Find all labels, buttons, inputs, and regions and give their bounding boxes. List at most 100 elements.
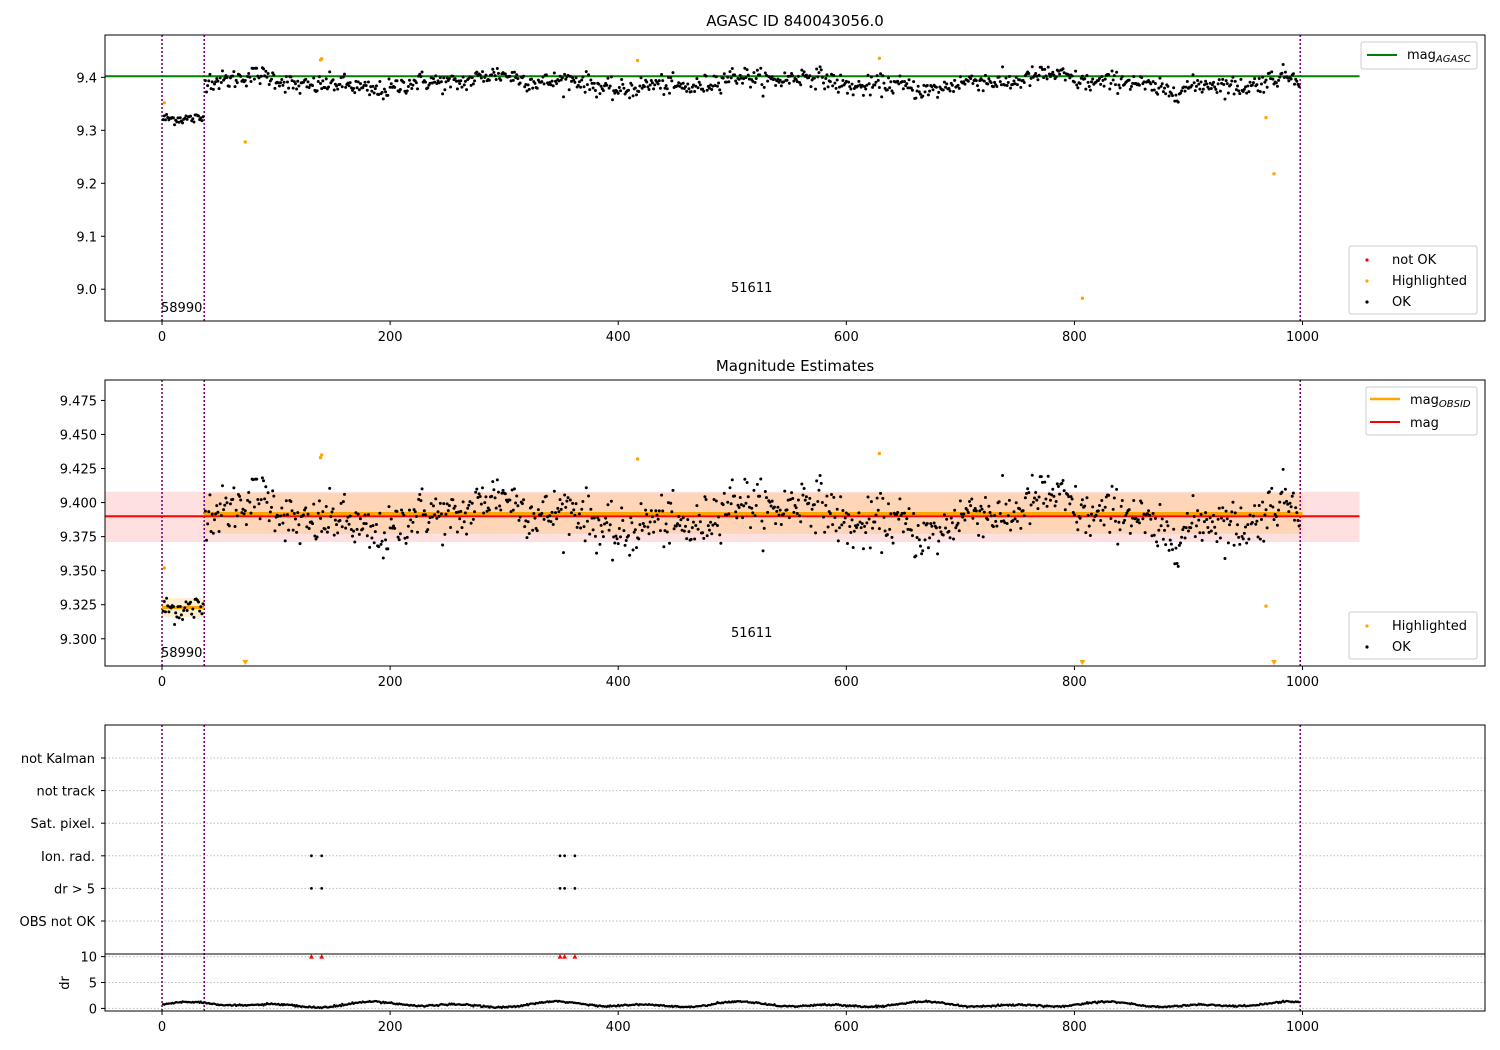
ok-point-793 (1067, 73, 1071, 77)
ok-point-617 (866, 73, 870, 77)
ok-point-2-528 (764, 496, 768, 500)
ok-point-961 (1258, 90, 1262, 94)
ok-point-2-331 (540, 511, 544, 515)
ok-point-2-248 (445, 502, 449, 506)
ok-point-2-812 (1088, 533, 1092, 537)
ok-point-2-892 (1180, 535, 1184, 539)
ok-point-720 (983, 73, 987, 77)
ok-point-439 (663, 86, 667, 90)
ok-point-2-407 (626, 534, 630, 538)
ok-point-2-599 (845, 542, 849, 546)
ok-point-686 (945, 82, 949, 86)
ok-point-170 (356, 80, 360, 84)
ok-point-733 (998, 80, 1002, 84)
ok-point-331 (540, 80, 544, 84)
ok-point-2-958 (1255, 519, 1259, 523)
ok-point-231 (426, 86, 430, 90)
ok-point-457 (684, 85, 688, 89)
ok-point-2-130 (311, 522, 315, 526)
highlighted-point-4 (877, 56, 882, 61)
ok-point-588 (833, 81, 837, 85)
ok-point-2-639 (891, 541, 895, 545)
ok-point-417 (638, 84, 642, 88)
ok-point-2-64 (235, 514, 239, 518)
ok-point-360 (573, 80, 577, 84)
ok-point-2-241 (437, 514, 441, 518)
ok-point-496 (728, 70, 732, 74)
ok-point-824 (1102, 84, 1106, 88)
ok-point-33 (199, 116, 203, 120)
ok-point-933 (1226, 91, 1230, 95)
ok-point-2-325 (533, 516, 537, 520)
ok-point-582 (826, 85, 830, 89)
ok-point-2-479 (709, 520, 713, 524)
ok-point-775 (1046, 65, 1050, 69)
ok-point-809 (1085, 73, 1089, 77)
ok-point-2-167 (353, 540, 357, 544)
ok-point-17 (181, 121, 185, 125)
ok-point-355 (567, 88, 571, 92)
ok-point-991 (1293, 82, 1297, 86)
ok-point-2-959 (1256, 535, 1260, 539)
ok-point-684 (942, 80, 946, 84)
ok-point-2-713 (975, 522, 979, 526)
ok-point-2-874 (1159, 524, 1163, 528)
ok-point-2-141 (323, 527, 327, 531)
ok-point-2-718 (981, 535, 985, 539)
ok-point-265 (465, 88, 469, 92)
ok-point-320 (527, 87, 531, 91)
ok-point-513 (747, 77, 751, 81)
ok-point-698 (958, 75, 962, 79)
dr-clipped-marker-3 (562, 954, 568, 959)
ok-point-2-58 (228, 502, 232, 506)
ok-point-50 (219, 80, 223, 84)
ok-point-541 (779, 84, 783, 88)
ok-point-2-950 (1246, 523, 1250, 527)
ok-point-587 (832, 73, 836, 77)
ok-point-789 (1062, 71, 1066, 75)
ok-point-341 (551, 84, 555, 88)
flag-point-0-2 (558, 854, 562, 858)
ok-point-2-897 (1185, 511, 1189, 515)
ok-point-342 (552, 71, 556, 75)
ok-point-148 (331, 78, 335, 82)
ok-point-2-796 (1070, 497, 1074, 501)
ok-point-2-552 (792, 510, 796, 514)
ok-point-950 (1246, 84, 1250, 88)
ok-point-665 (921, 94, 925, 98)
ok-point-338 (548, 81, 552, 85)
ok-point-60 (231, 74, 235, 78)
ok-point-484 (714, 75, 718, 79)
ok-point-2-182 (370, 536, 374, 540)
ok-point-2-276 (477, 492, 481, 496)
ok-point-653 (907, 78, 911, 82)
ok-point-2-196 (386, 547, 390, 551)
ok-point-2-264 (463, 511, 467, 515)
ok-point-528 (764, 73, 768, 77)
ok-point-2-598 (844, 511, 848, 515)
ok-point-626 (876, 78, 880, 82)
ok-point-2-160 (345, 519, 349, 523)
ok-point-660 (915, 89, 919, 93)
ok-point-2-525 (761, 549, 765, 553)
ok-point-2-645 (898, 497, 902, 501)
flag-point-0-4 (573, 854, 577, 858)
ok-point-435 (658, 86, 662, 90)
ok-point-502 (735, 81, 739, 85)
ok-point-857 (1140, 76, 1144, 80)
ok-point-2-922 (1214, 531, 1218, 535)
panel-2-obsid-label-second: 51611 (731, 626, 772, 641)
ok-point-262 (461, 75, 465, 79)
ok-point-2-907 (1197, 518, 1201, 522)
ok-point-647 (900, 80, 904, 84)
ok-point-2-416 (637, 537, 641, 541)
ok-point-944 (1239, 77, 1243, 81)
ok-point-2-221 (414, 515, 418, 519)
legend-marker-not-ok (1365, 258, 1369, 262)
ok-point-2-417 (638, 523, 642, 527)
panel-1-obsid-label-second: 51611 (731, 281, 772, 296)
ok-point-237 (433, 80, 437, 84)
ok-point-2-524 (760, 519, 764, 523)
ok-point-2-290 (493, 496, 497, 500)
ok-point-278 (479, 76, 483, 80)
